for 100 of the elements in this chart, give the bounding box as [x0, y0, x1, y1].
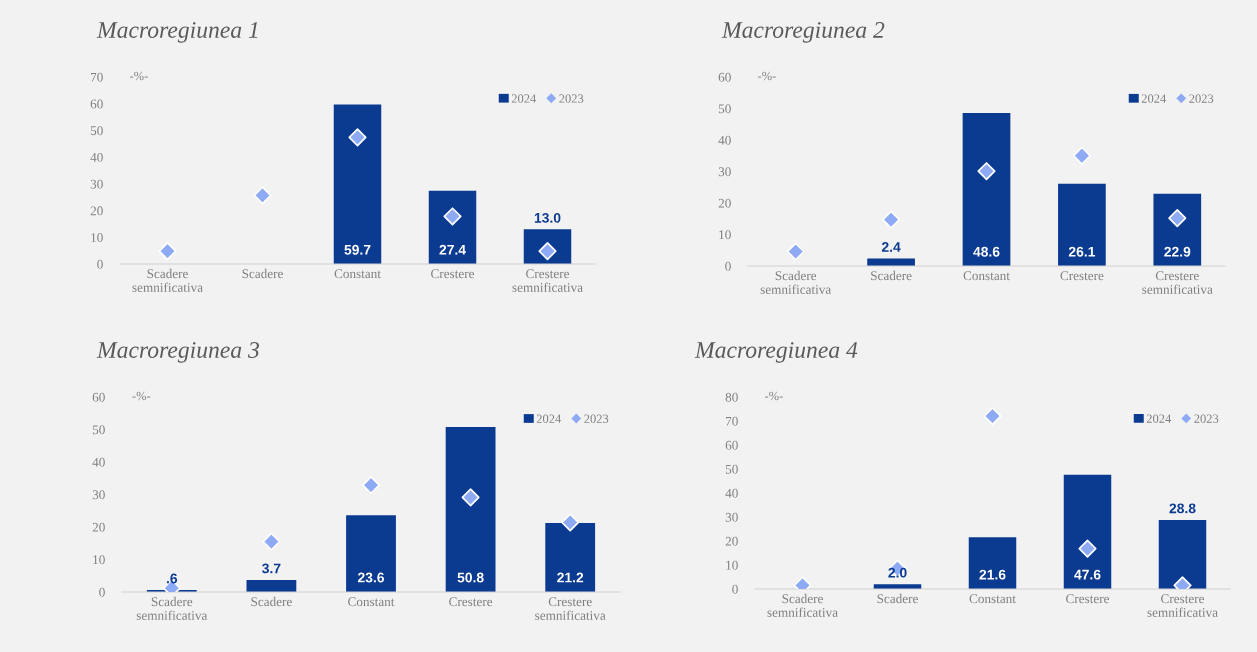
bar [428, 190, 477, 264]
x-tick-label: Scadere semnificativa [136, 596, 208, 620]
point [158, 242, 177, 261]
legend-label: 2024 [511, 94, 537, 103]
legend-label: 2024 [1146, 414, 1172, 423]
y-tick-label: 20 [718, 198, 731, 208]
point [882, 210, 901, 229]
y-tick-label: 60 [718, 72, 731, 82]
y-tick-label: 40 [92, 457, 105, 467]
data-label: 21.2 [557, 572, 584, 583]
y-tick-label: 30 [92, 490, 105, 500]
y-tick-label: 50 [718, 104, 731, 114]
legend-label: 2024 [536, 414, 562, 423]
legend-label: 2023 [584, 414, 609, 423]
y-tick-label: 40 [90, 152, 103, 162]
point [983, 407, 1002, 426]
data-label: .6 [166, 573, 178, 584]
y-tick-label: 30 [90, 179, 103, 189]
chart-title: Macroregiunea 2 [721, 22, 885, 43]
y-tick-label: 10 [726, 560, 738, 570]
y-axis-title: -%- [764, 391, 783, 401]
point [561, 513, 580, 532]
legend-label: 2024 [1141, 94, 1167, 103]
bar [445, 426, 496, 592]
x-tick-label: Crestere semnificativa [512, 269, 583, 292]
point [443, 207, 462, 226]
data-label: 21.6 [979, 569, 1006, 580]
point [1072, 146, 1091, 165]
bar [545, 523, 596, 592]
bar [333, 104, 382, 264]
y-tick-label: 50 [90, 126, 103, 136]
x-tick-label: Constant [963, 271, 1010, 281]
chart-title: Macroregiunea 3 [96, 342, 259, 363]
y-axis-title: -%- [129, 71, 148, 81]
bar [346, 515, 396, 592]
data-label: 2.0 [888, 567, 907, 578]
data-label: 50.8 [457, 572, 484, 583]
y-tick-label: 20 [90, 206, 103, 216]
x-tick-label: Crestere [1066, 594, 1110, 604]
x-tick-label: Crestere semnificativa [1142, 271, 1213, 294]
x-tick-label: Scadere [251, 596, 292, 607]
y-tick-label: 20 [92, 522, 105, 532]
point [262, 532, 281, 551]
x-tick-label: Crestere [449, 597, 493, 607]
data-label: 23.6 [357, 572, 385, 583]
x-tick-label: Crestere semnificativa [535, 597, 606, 620]
x-tick-label: Scadere semnificativa [767, 593, 838, 617]
y-axis-title: -%- [132, 391, 151, 401]
y-tick-label: 70 [726, 416, 738, 426]
y-tick-label: 60 [725, 440, 738, 450]
x-tick-label: Constant [348, 597, 395, 607]
data-label: 26.1 [1068, 246, 1096, 257]
bar [962, 112, 1011, 266]
point [348, 128, 367, 147]
data-label: 3.7 [262, 563, 281, 574]
y-tick-label: 40 [718, 135, 731, 145]
y-tick-label: 0 [725, 261, 731, 271]
data-label: 13.0 [534, 212, 561, 223]
bar [867, 258, 915, 266]
bar [1158, 519, 1207, 589]
point [977, 162, 996, 181]
chart-title: Macroregiunea 1 [96, 22, 258, 43]
point [1078, 539, 1097, 558]
x-tick-label: Crestere [431, 269, 475, 279]
bar [1063, 474, 1112, 589]
y-tick-label: 0 [97, 259, 103, 269]
x-tick-label: Scadere [877, 593, 918, 604]
y-tick-label: 40 [725, 488, 738, 498]
point [361, 476, 381, 495]
data-label: 28.8 [1169, 503, 1196, 514]
bar [246, 579, 297, 592]
x-tick-label: Scadere semnificativa [132, 268, 203, 292]
x-tick-label: Crestere [1060, 271, 1104, 281]
y-tick-label: 60 [90, 99, 103, 109]
data-label: 2.4 [881, 242, 901, 252]
legend-label: 2023 [1189, 94, 1214, 103]
y-tick-label: 10 [91, 233, 103, 242]
data-label: 27.4 [439, 244, 466, 255]
chart-title: Macroregiunea 4 [694, 342, 858, 363]
x-tick-label: Constant [969, 594, 1016, 604]
y-tick-label: 50 [725, 464, 738, 474]
y-tick-label: 0 [99, 587, 105, 597]
x-tick-label: Constant [334, 269, 381, 279]
y-tick-label: 20 [725, 536, 738, 546]
point [1168, 209, 1187, 228]
x-tick-label: Scadere [242, 268, 283, 279]
y-tick-label: 70 [91, 72, 103, 82]
data-label: 47.6 [1074, 569, 1101, 580]
x-tick-label: Crestere semnificativa [1147, 594, 1218, 617]
y-tick-label: 10 [93, 555, 105, 565]
x-tick-label: Scadere [871, 270, 912, 281]
data-label: 48.6 [973, 246, 1000, 257]
data-label: 22.9 [1164, 246, 1191, 257]
y-tick-label: 10 [719, 230, 731, 240]
y-tick-label: 30 [725, 512, 738, 522]
x-tick-label: Scadere semnificativa [760, 270, 832, 294]
y-tick-label: 0 [732, 584, 738, 594]
y-tick-label: 80 [725, 392, 738, 402]
legend-label: 2023 [559, 94, 584, 103]
point [786, 242, 805, 261]
